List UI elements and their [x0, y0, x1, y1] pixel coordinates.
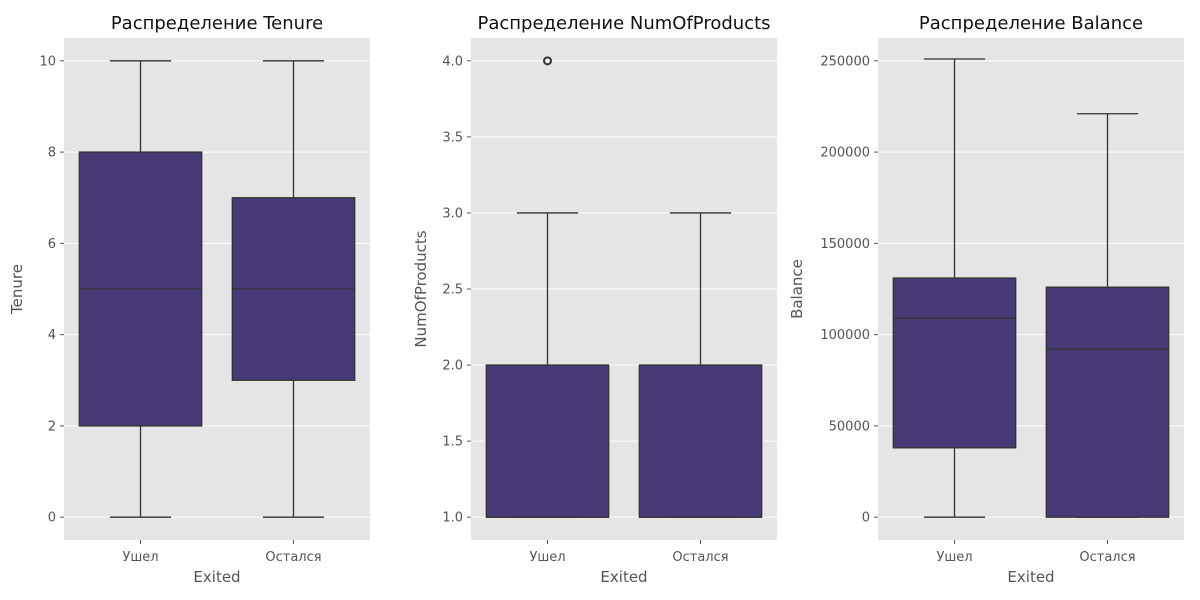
x-tick-label: Остался	[1079, 550, 1135, 565]
box-body	[1045, 286, 1170, 518]
x-tick-label: Ушел	[936, 550, 972, 565]
x-axis-label: Exited	[600, 568, 647, 586]
box-1	[892, 58, 1017, 518]
y-tick-label: 150000	[820, 237, 870, 252]
y-axis-label: NumOfProducts	[412, 230, 430, 347]
x-tick-label: Остался	[265, 550, 321, 565]
chart-panel-2: 1.0 1.5 2.0 2.5 3.0 3.5 4.0 Ушел Остался Распреде…	[412, 13, 777, 586]
y-tick-label: 200000	[820, 146, 870, 161]
charts: 0 2 4 6 8 10 Ушел Остался Распределение Tenure Ex…	[8, 13, 1184, 586]
y-tick-label: 4.0	[442, 54, 463, 69]
y-tick-label: 100000	[820, 328, 870, 343]
y-tick-label: 4	[48, 328, 56, 343]
y-tick-label: 8	[48, 146, 56, 161]
y-tick-label: 2	[48, 419, 56, 434]
y-tick-label: 3.5	[442, 130, 463, 145]
y-tick-label: 6	[48, 237, 56, 252]
box-body	[638, 364, 763, 518]
outlier-point	[543, 56, 552, 66]
box-2	[1045, 113, 1170, 518]
x-tick-label: Остался	[672, 550, 728, 565]
x-tick-label: Ушел	[529, 550, 565, 565]
box-1	[78, 60, 203, 518]
y-tick-label: 2.0	[442, 359, 463, 374]
x-axis-label: Exited	[193, 568, 240, 586]
y-axis-label: Tenure	[8, 264, 26, 315]
y-tick-label: 3.0	[442, 206, 463, 221]
box-2	[638, 212, 763, 518]
y-tick-label: 0	[862, 511, 870, 526]
box-1	[485, 56, 610, 518]
chart-panel-1: 0 2 4 6 8 10 Ушел Остался Распределение Tenure Ex…	[8, 13, 370, 586]
box-2	[231, 60, 356, 518]
y-tick-label: 250000	[820, 54, 870, 69]
y-tick-label: 0	[48, 511, 56, 526]
box-body	[892, 277, 1017, 449]
y-tick-label: 1.5	[442, 435, 463, 450]
y-tick-label: 10	[39, 54, 56, 69]
chart-panel-3: 0 50000 100000 150000 200000 250000 Ушел Осталс…	[788, 13, 1184, 586]
box-body	[485, 364, 610, 518]
x-axis-label: Exited	[1007, 568, 1054, 586]
chart-title: Распределение Balance	[919, 13, 1143, 34]
chart-title: Распределение NumOfProducts	[477, 13, 770, 34]
y-tick-label: 2.5	[442, 283, 463, 298]
y-tick-label: 1.0	[442, 511, 463, 526]
y-axis-label: Balance	[788, 259, 806, 319]
x-tick-label: Ушел	[122, 550, 158, 565]
y-tick-label: 50000	[829, 419, 870, 434]
chart-title: Распределение Tenure	[111, 13, 323, 34]
